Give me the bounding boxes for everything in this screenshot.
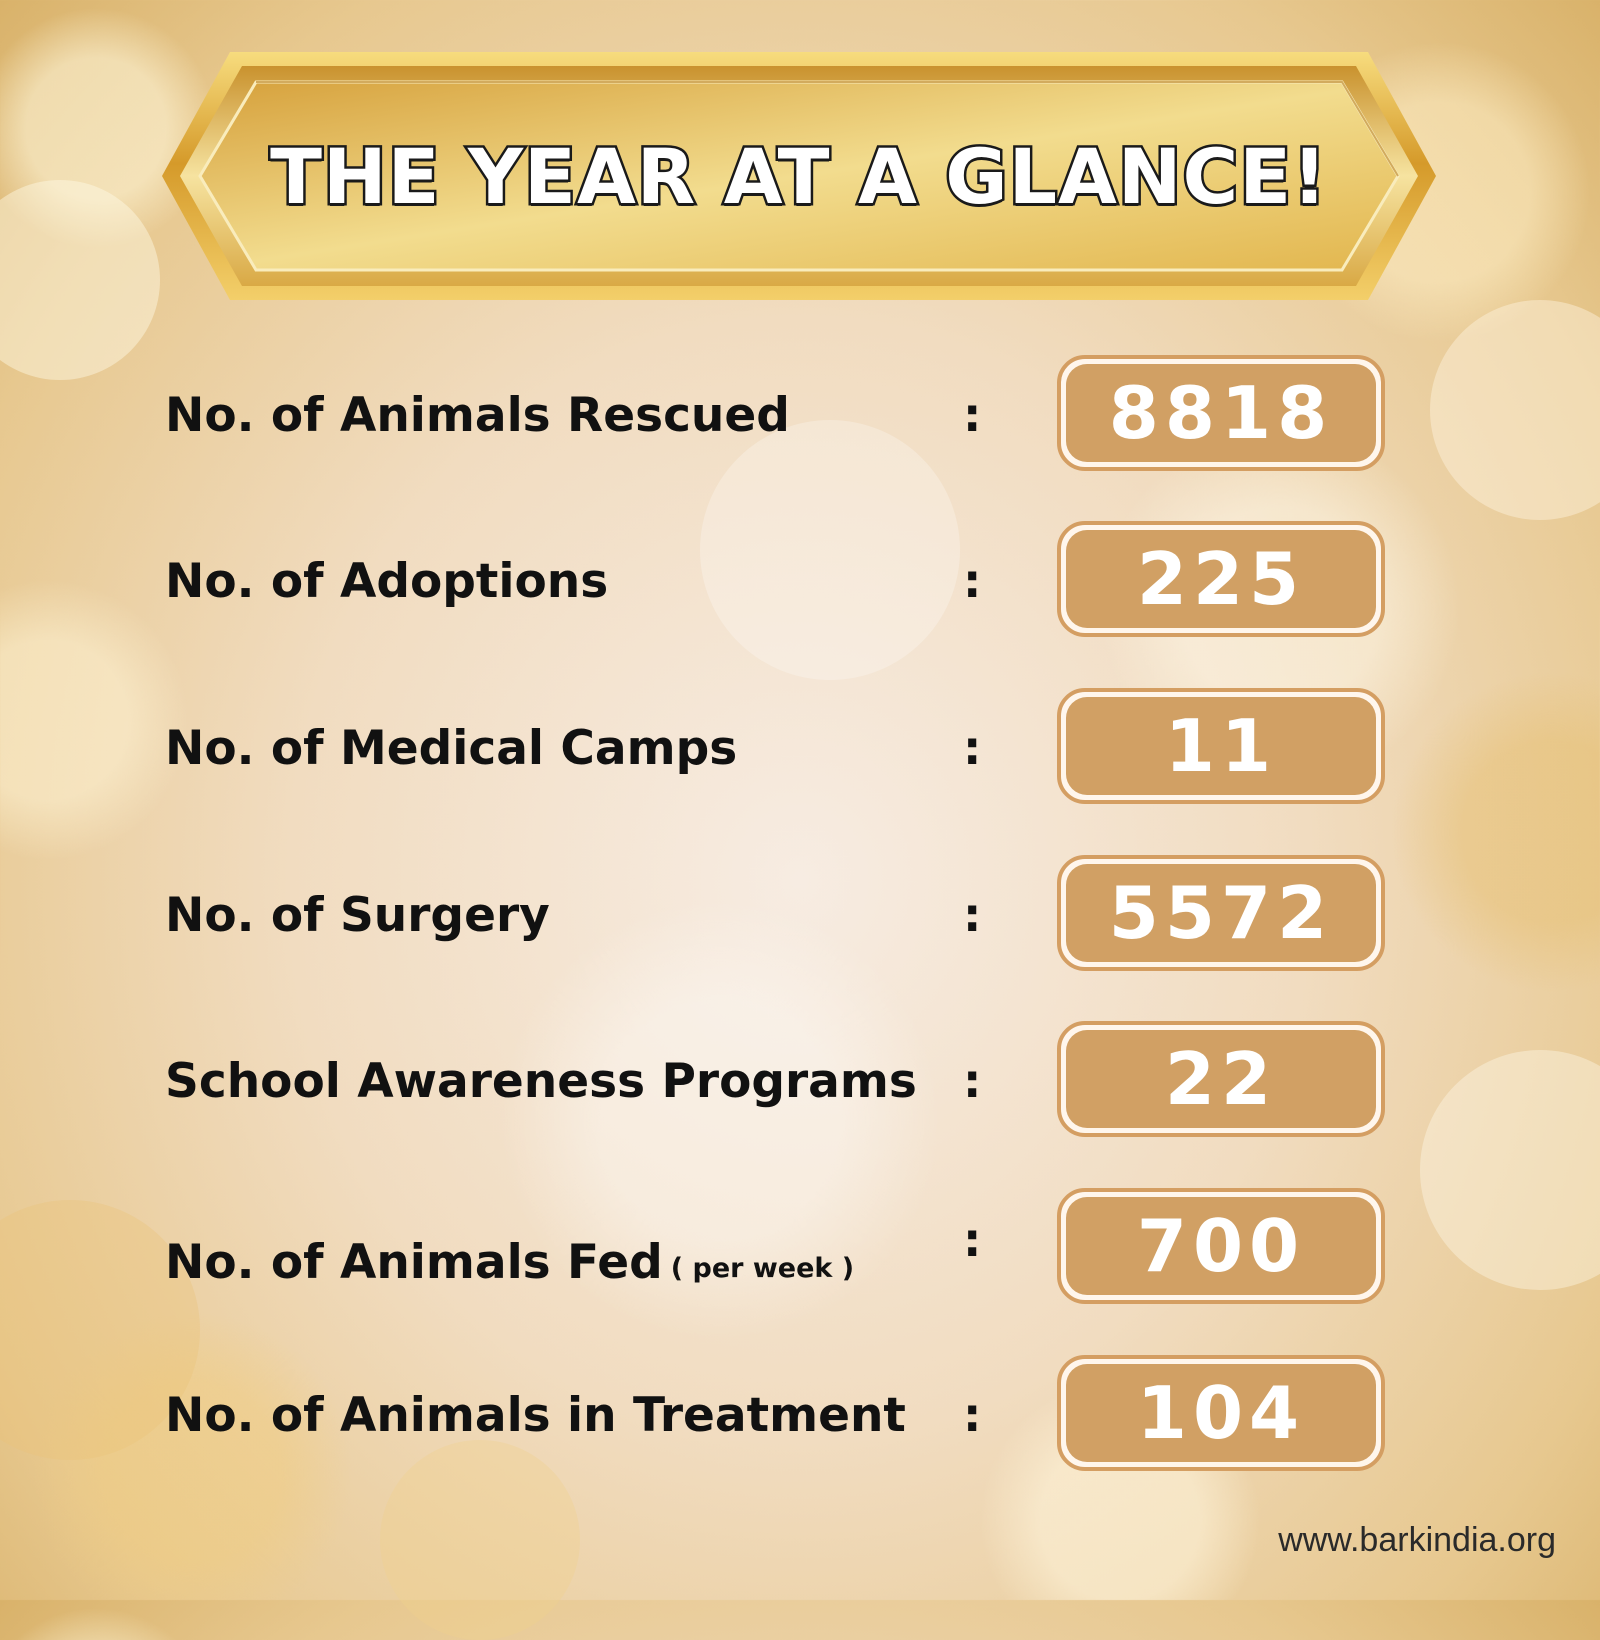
stat-separator: : <box>963 721 982 775</box>
bokeh-light <box>1420 1050 1600 1290</box>
stat-row-surgery: No. of Surgery : 5572 <box>165 855 1405 975</box>
stat-separator: : <box>963 1054 982 1108</box>
stat-value-box: 22 <box>1057 1021 1385 1137</box>
stat-label: School Awareness Programs <box>165 1021 917 1141</box>
stat-value-box: 225 <box>1057 521 1385 637</box>
stat-label: No. of Animals Rescued <box>165 355 790 475</box>
bokeh-light <box>0 180 160 380</box>
banner-frame <box>162 52 1436 300</box>
stat-row-animals-treatment: No. of Animals in Treatment : 104 <box>165 1355 1405 1475</box>
stat-label: No. of Surgery <box>165 855 550 975</box>
stat-label: No. of Animals in Treatment <box>165 1355 906 1475</box>
stat-label: No. of Animals Fed ( per week ) <box>165 1202 854 1322</box>
stat-separator: : <box>963 388 982 442</box>
stat-value-box: 11 <box>1057 688 1385 804</box>
stat-value-box: 700 <box>1057 1188 1385 1304</box>
stat-value: 225 <box>1066 530 1376 628</box>
stat-value-box: 8818 <box>1057 355 1385 471</box>
stat-row-medical-camps: No. of Medical Camps : 11 <box>165 688 1405 808</box>
stat-separator: : <box>963 888 982 942</box>
bokeh-light <box>1430 300 1600 520</box>
stat-label-text: No. of Animals in Treatment <box>165 1387 906 1443</box>
stat-label-text: No. of Animals Rescued <box>165 387 790 443</box>
stat-value: 8818 <box>1066 364 1376 462</box>
stat-value: 5572 <box>1066 864 1376 962</box>
stat-separator: : <box>963 554 982 608</box>
stat-separator: : <box>963 1213 982 1267</box>
stat-row-adoptions: No. of Adoptions : 225 <box>165 521 1405 641</box>
stat-label: No. of Medical Camps <box>165 688 737 808</box>
stat-value-box: 5572 <box>1057 855 1385 971</box>
stat-separator: : <box>963 1388 982 1442</box>
stat-label-text: School Awareness Programs <box>165 1053 917 1109</box>
website-link[interactable]: www.barkindia.org <box>1278 1521 1556 1559</box>
stat-label-text: No. of Medical Camps <box>165 720 738 776</box>
stat-row-school-programs: School Awareness Programs : 22 <box>165 1021 1405 1141</box>
stat-value-box: 104 <box>1057 1355 1385 1471</box>
stat-value: 22 <box>1066 1030 1376 1128</box>
banner-title: THE YEAR AT A GLANCE! <box>268 129 1330 223</box>
stat-value: 11 <box>1066 697 1376 795</box>
stat-label-text: No. of Animals Fed <box>165 1234 663 1290</box>
stat-row-animals-rescued: No. of Animals Rescued : 8818 <box>165 355 1405 475</box>
stat-label: No. of Adoptions <box>165 521 608 641</box>
stat-row-animals-fed: No. of Animals Fed ( per week ) : 700 <box>165 1188 1405 1308</box>
stat-label-text: No. of Adoptions <box>165 553 609 609</box>
stat-value: 700 <box>1066 1197 1376 1295</box>
title-banner: THE YEAR AT A GLANCE! <box>160 48 1438 304</box>
stat-value: 104 <box>1066 1364 1376 1462</box>
stat-label-text: No. of Surgery <box>165 887 550 943</box>
stat-label-note: ( per week ) <box>670 1252 855 1284</box>
